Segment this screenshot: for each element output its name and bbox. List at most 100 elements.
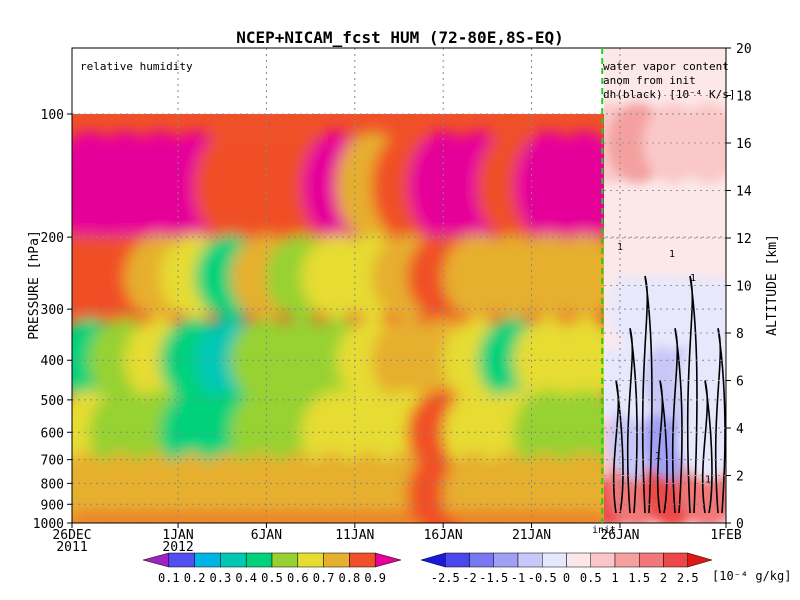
colorbar-swatch [142, 552, 170, 568]
colorbar-swatch [614, 552, 640, 568]
heating-contour [701, 380, 713, 514]
y-right-tick-label: 14 [736, 185, 752, 200]
colorbar-label: 0.2 [184, 571, 206, 585]
year-label-2012: 2012 [162, 540, 193, 555]
colorbar-label: -2.5 [431, 571, 460, 585]
right-panel-label-1: water vapor content [603, 60, 729, 73]
colorbar-swatch [663, 552, 688, 568]
y-tick-label: 900 [41, 498, 64, 513]
left-panel-label: relative humidity [80, 60, 193, 73]
contour-label: 1 [705, 475, 711, 486]
y-tick-label: 600 [41, 426, 64, 441]
colorbar-swatch [220, 552, 247, 568]
year-label-2011: 2011 [56, 540, 87, 555]
colorbar-label: 2.5 [677, 571, 699, 585]
humidity-cell [548, 452, 604, 523]
y-right-tick-label: 10 [736, 280, 752, 295]
colorbar-label: 0 [563, 571, 570, 585]
init-label: init [592, 525, 616, 536]
heating-contour [626, 328, 638, 514]
colorbar-swatch [323, 552, 350, 568]
y-tick-label: 500 [41, 394, 64, 409]
x-tick-label: 26JAN [600, 528, 639, 543]
x-tick-label: 21JAN [512, 528, 551, 543]
anomaly-cell [678, 103, 726, 183]
colorbar-label: -1 [511, 571, 525, 585]
colorbar-swatch [297, 552, 324, 568]
pressure-axis: 100 200 300 400 500 600 700 800 900 1000 [33, 108, 72, 532]
x-tick-label: 1JAN [162, 528, 193, 543]
anomaly-cell [678, 198, 726, 278]
x-tick-label: 6JAN [251, 528, 282, 543]
colorbar-swatch [445, 552, 470, 568]
colorbar-label: 0.5 [580, 571, 602, 585]
heating-contours: 11111 [612, 242, 726, 514]
right-panel-label-3: dh(black) [10⁻⁴ K/s] [603, 88, 735, 101]
y-tick-label: 400 [41, 354, 64, 369]
date-axis: 26DEC 1JAN 6JAN 11JAN 16JAN 21JAN 26JAN 1FEB [52, 523, 742, 543]
y-right-tick-label: 20 [736, 42, 752, 57]
colorbar-label: 0.4 [235, 571, 257, 585]
x-tick-label: 26DEC [52, 528, 91, 543]
colorbar-label: 0.5 [261, 571, 283, 585]
anomaly-colorbar: -2.5 -2 -1.5 -1 -0.5 0 0.5 1 1.5 2 2.5 [420, 552, 713, 585]
colorbar-label: -0.5 [528, 571, 557, 585]
colorbar-swatch [590, 552, 616, 568]
colorbar-label: 0.7 [313, 571, 335, 585]
colorbar-label: -1.5 [479, 571, 508, 585]
y-tick-label: 800 [41, 477, 64, 492]
colorbar-unit: [10⁻⁴ g/kg] [712, 569, 791, 583]
x-tick-label: 1FEB [710, 528, 741, 543]
colorbar-label: 1.5 [628, 571, 650, 585]
colorbar-swatch [420, 552, 446, 568]
heating-contour [671, 328, 683, 514]
colorbar-label: 0.1 [158, 571, 180, 585]
grid-lines [72, 48, 726, 523]
chart-title: NCEP+NICAM_fcst HUM (72-80E,8S-EQ) [236, 28, 564, 47]
y-right-tick-label: 2 [736, 470, 744, 485]
humidity-cell [548, 234, 604, 319]
colorbar-label: 2 [660, 571, 667, 585]
colorbar-swatch [517, 552, 543, 568]
colorbar-swatch [687, 552, 713, 568]
colorbar-label: -2 [462, 571, 476, 585]
colorbar-label: 1 [611, 571, 618, 585]
colorbar-swatch [542, 552, 567, 568]
y-right-tick-label: 6 [736, 375, 744, 390]
y-right-tick-label: 4 [736, 422, 744, 437]
colorbar-swatch [194, 552, 221, 568]
x-tick-label: 11JAN [335, 528, 374, 543]
y-right-tick-label: 0 [736, 517, 744, 532]
colorbar-label: 0.6 [287, 571, 309, 585]
y-right-tick-label: 8 [736, 327, 744, 342]
y-tick-label: 300 [41, 303, 64, 318]
heating-contour [641, 275, 653, 514]
colorbar-swatch [566, 552, 591, 568]
contour-label: 1 [690, 273, 696, 284]
y-right-tick-label: 18 [736, 90, 752, 105]
colorbar-swatch [349, 552, 376, 568]
vapor-anomaly-field: 11111 [604, 48, 726, 523]
y-tick-label: 1000 [33, 517, 64, 532]
y-right-tick-label: 12 [736, 232, 752, 247]
colorbar-swatch [469, 552, 494, 568]
altitude-axis: 0 2 4 6 8 10 12 14 16 18 20 [726, 42, 752, 532]
colorbar-swatch [493, 552, 519, 568]
y-tick-label: 100 [41, 108, 64, 123]
colorbar-label: 0.3 [210, 571, 232, 585]
humidity-cell [548, 131, 604, 242]
colorbar-swatch [639, 552, 664, 568]
colorbar-label: 0.9 [364, 571, 386, 585]
y-axis-label: PRESSURE [hPa] [27, 230, 42, 340]
colorbar-swatch [245, 552, 273, 568]
colorbar-label: 0.8 [339, 571, 361, 585]
humidity-field [72, 114, 604, 523]
right-panel-label-2: anom from init [603, 74, 696, 87]
y-tick-label: 700 [41, 454, 64, 469]
y-axis-right-label: ALTITUDE [km] [765, 234, 780, 336]
colorbar-swatch [168, 552, 195, 568]
y-tick-label: 200 [41, 231, 64, 246]
heating-contour [686, 275, 698, 514]
contour-label: 1 [669, 249, 675, 260]
